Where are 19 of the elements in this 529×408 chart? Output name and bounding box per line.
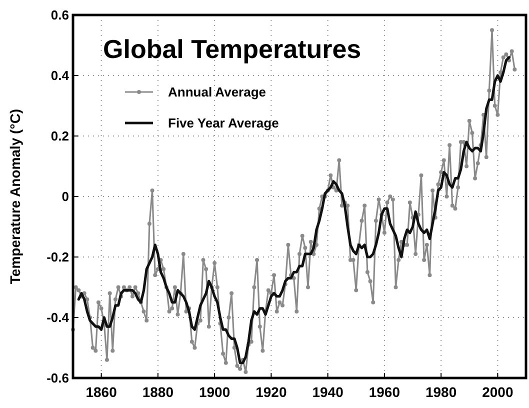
- x-tick-label: 2000: [482, 384, 514, 400]
- x-tick-label: 1960: [368, 384, 400, 400]
- y-tick-label: -0.4: [46, 310, 70, 326]
- y-tick-label: -0.6: [46, 370, 69, 386]
- x-tick-label: 1860: [86, 384, 118, 400]
- x-tick-label: 1940: [312, 384, 344, 400]
- y-tick-label: 0: [62, 189, 69, 204]
- y-tick-label: 0.4: [50, 68, 70, 84]
- y-axis-title: Temperature Anomaly (°C): [7, 108, 23, 284]
- legend-label: Five Year Average: [168, 116, 279, 131]
- y-tick-label: 0.6: [50, 8, 69, 23]
- x-tick-label: 1920: [256, 384, 287, 400]
- x-tick-label: 1900: [198, 384, 230, 400]
- y-tick-label: -0.2: [46, 250, 69, 265]
- x-tick-label: 1980: [425, 384, 457, 400]
- text: Global Temperatures: [103, 34, 362, 64]
- y-tick-label: 0.2: [50, 128, 69, 144]
- x-tick-label: 1880: [142, 384, 174, 400]
- legend-label: Annual Average: [168, 84, 266, 100]
